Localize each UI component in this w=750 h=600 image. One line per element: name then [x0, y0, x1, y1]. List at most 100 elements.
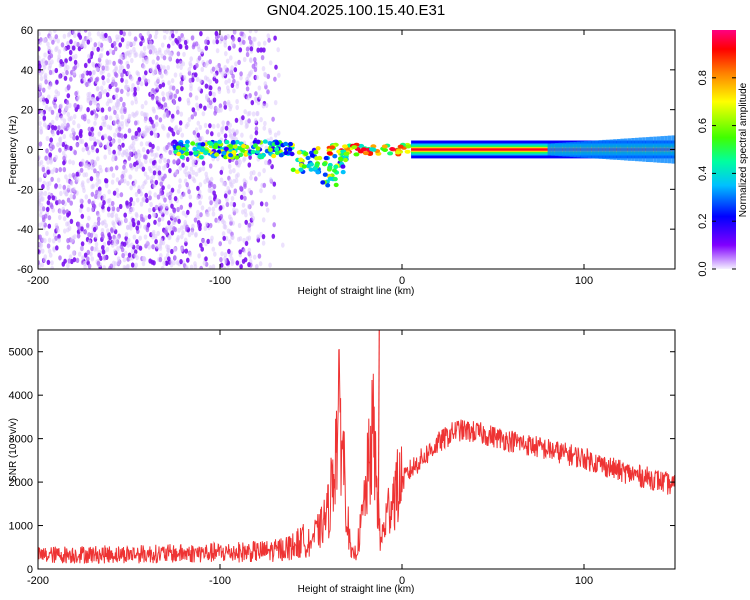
noise-dot	[48, 63, 53, 69]
noise-dot	[113, 132, 117, 138]
noise-dot	[101, 65, 105, 71]
line-tail	[609, 139, 614, 160]
noise-dot	[59, 190, 63, 197]
noise-dot	[49, 137, 53, 143]
noise-dot	[178, 44, 183, 50]
noise-dot	[99, 85, 104, 91]
noise-dot	[215, 39, 219, 45]
noise-dot	[109, 263, 114, 269]
noise-dot	[107, 37, 111, 43]
noise-dot	[162, 55, 167, 61]
noise-dot	[87, 126, 92, 132]
noise-dot	[224, 125, 229, 131]
noise-dot	[269, 136, 273, 142]
snr-plot-area	[38, 330, 675, 569]
noise-dot	[187, 117, 192, 123]
noise-dot	[249, 175, 253, 181]
noise-dot	[197, 189, 202, 195]
noise-dot	[63, 228, 67, 234]
noise-dot	[43, 190, 48, 197]
noise-dot	[113, 109, 117, 115]
transition-blob	[203, 150, 209, 156]
noise-dot	[80, 241, 85, 247]
noise-dot	[61, 261, 66, 267]
noise-dot	[181, 36, 186, 42]
noise-dot	[256, 47, 261, 53]
line-tail	[573, 141, 577, 158]
noise-dot	[166, 43, 171, 49]
noise-dot	[171, 131, 176, 137]
noise-dot	[246, 111, 250, 117]
noise-dot	[159, 181, 163, 187]
noise-dot	[226, 228, 231, 234]
noise-dot	[187, 189, 191, 195]
noise-dot	[147, 207, 152, 213]
transition-blob	[314, 163, 320, 168]
noise-dot	[87, 58, 91, 64]
noise-dot	[115, 127, 119, 133]
noise-dot	[78, 207, 83, 213]
noise-dot	[222, 70, 227, 77]
noise-dot	[39, 59, 44, 65]
noise-dot	[238, 47, 243, 53]
transition-blob	[303, 151, 309, 156]
noise-dot	[93, 42, 98, 48]
noise-dot	[51, 131, 55, 137]
noise-dot	[180, 132, 185, 138]
noise-dot	[66, 263, 70, 269]
noise-dot	[41, 184, 45, 190]
noise-dot	[198, 182, 203, 188]
transition-blob	[301, 164, 307, 169]
noise-dot	[189, 154, 194, 160]
noise-dot	[97, 41, 102, 47]
noise-dot	[209, 200, 213, 206]
transition-blob	[199, 148, 205, 153]
noise-dot	[139, 52, 144, 58]
noise-dot	[180, 234, 184, 240]
noise-dot	[128, 41, 133, 47]
noise-dot	[227, 163, 232, 170]
noise-dot	[130, 262, 135, 268]
spectrogram-marks	[38, 30, 675, 269]
noise-dot	[131, 200, 136, 207]
snr-spike	[377, 330, 380, 526]
transition-blob	[274, 140, 280, 146]
noise-dot	[160, 73, 164, 79]
noise-dot	[122, 241, 127, 247]
noise-dot	[39, 159, 44, 166]
noise-dot	[195, 138, 199, 144]
noise-dot	[93, 246, 97, 252]
colorbar-tick-label: 0.6	[697, 118, 709, 133]
noise-dot	[144, 158, 148, 164]
noise-dot	[158, 243, 162, 249]
noise-dot	[153, 192, 157, 198]
transition-blob	[327, 165, 333, 170]
noise-dot	[231, 234, 235, 241]
noise-dot	[75, 171, 80, 177]
line-tail	[620, 138, 624, 161]
noise-dot	[146, 149, 150, 155]
noise-dot	[127, 113, 132, 119]
noise-dot	[252, 170, 256, 176]
noise-dot	[218, 103, 223, 109]
noise-dot	[86, 92, 90, 98]
noise-dot	[73, 41, 78, 47]
noise-dot	[200, 135, 204, 141]
noise-dot	[186, 209, 190, 215]
noise-dot	[111, 220, 115, 226]
noise-dot	[130, 57, 134, 64]
transition-blob	[305, 155, 311, 161]
noise-dot	[276, 130, 281, 136]
noise-dot	[46, 259, 51, 265]
noise-dot	[83, 30, 88, 33]
noise-dot	[116, 192, 120, 199]
transition-blob	[179, 154, 185, 160]
noise-dot	[249, 39, 253, 45]
noise-dot	[247, 162, 252, 168]
noise-dot	[200, 48, 204, 55]
noise-dot	[89, 176, 94, 182]
noise-dot	[266, 160, 271, 166]
noise-dot	[82, 187, 86, 194]
transition-blob	[172, 139, 178, 144]
noise-dot	[235, 98, 239, 105]
